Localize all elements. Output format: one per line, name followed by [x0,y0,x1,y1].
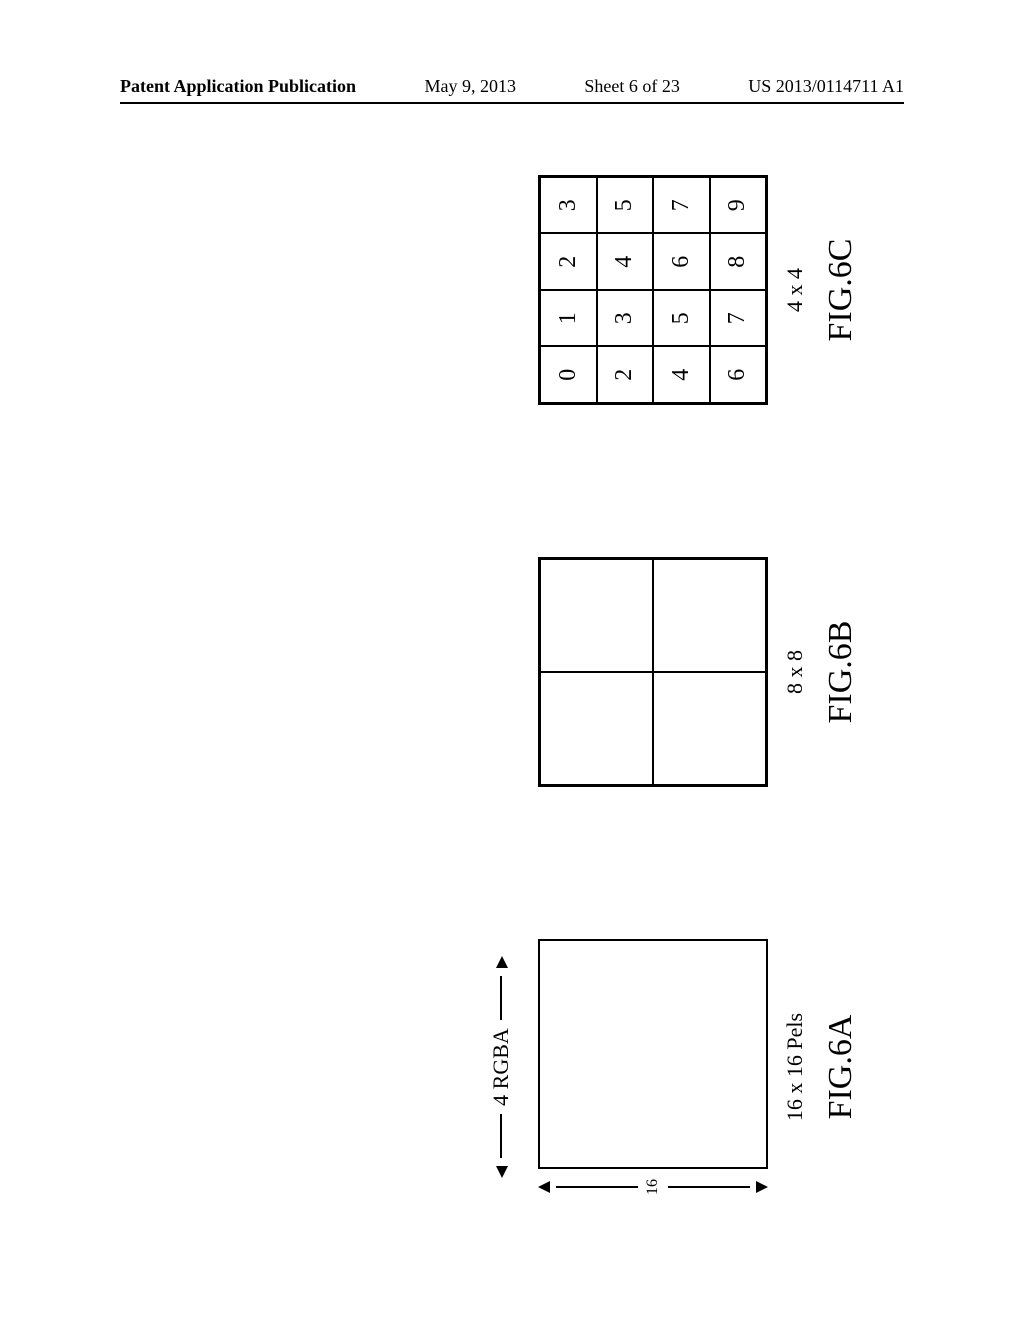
fig-6b: 8 x 8 FIG.6B [484,557,860,787]
header-sheet: Sheet 6 of 23 [584,76,679,97]
grid-cell: 0 [540,347,597,404]
fig-6a-side-label: 16 [644,1179,662,1195]
content-area: 4 RGBA 16 16 x 16 Pels FIG.6A [140,160,880,1210]
arrow-down-icon [756,1181,768,1193]
grid-cell [540,559,653,672]
dim-line [500,1114,502,1158]
rotated-figure-group: 4 RGBA 16 16 x 16 Pels FIG.6A [160,175,860,1195]
grid-cell: 9 [710,177,767,234]
header-date: May 9, 2013 [424,76,516,97]
fig-6a-top-label: 4 RGBA [488,1028,514,1106]
grid-cell: 6 [710,347,767,404]
header-pubno: US 2013/0114711 A1 [748,76,904,97]
fig-6a-body: 16 [538,939,768,1195]
grid-cell: 6 [653,234,710,291]
grid-cell: 1 [540,290,597,347]
fig-6c-size-label: 4 x 4 [782,268,808,312]
grid-cell: 7 [710,290,767,347]
fig-6b-name: FIG.6B [822,621,860,724]
grid-cell: 2 [540,234,597,291]
header-left: Patent Application Publication [120,76,356,97]
grid-cell [653,559,766,672]
arrow-up-icon [538,1181,550,1193]
fig-6c: 0 1 2 3 2 3 4 5 4 5 6 7 6 7 8 9 4 [484,175,860,405]
grid-cell: 7 [653,177,710,234]
fig-6a-box [538,939,768,1169]
dim-line [668,1186,750,1188]
fig-6a-name: FIG.6A [822,1015,860,1120]
arrow-left-icon [488,1166,514,1178]
dim-line [556,1186,638,1188]
figures-row: 4 RGBA 16 16 x 16 Pels FIG.6A [160,175,860,1195]
grid-cell [653,672,766,785]
fig-6a: 4 RGBA 16 16 x 16 Pels FIG.6A [488,939,860,1195]
grid-cell: 5 [597,177,654,234]
fig-6b-grid [538,557,768,787]
grid-cell: 3 [597,290,654,347]
fig-6b-size-label: 8 x 8 [782,650,808,694]
grid-cell: 2 [597,347,654,404]
grid-cell [540,672,653,785]
fig-6a-top-dimension: 4 RGBA [488,956,514,1178]
fig-6a-side-dimension: 16 [538,1179,768,1195]
dim-line [500,976,502,1020]
page-header: Patent Application Publication May 9, 20… [0,76,1024,97]
grid-cell: 4 [597,234,654,291]
grid-cell: 3 [540,177,597,234]
arrow-right-icon [488,956,514,968]
grid-cell: 8 [710,234,767,291]
header-rule [120,102,904,104]
grid-cell: 5 [653,290,710,347]
fig-6c-grid: 0 1 2 3 2 3 4 5 4 5 6 7 6 7 8 9 [538,175,768,405]
fig-6c-name: FIG.6C [822,239,860,342]
fig-6a-size-label: 16 x 16 Pels [782,1013,808,1121]
grid-cell: 4 [653,347,710,404]
